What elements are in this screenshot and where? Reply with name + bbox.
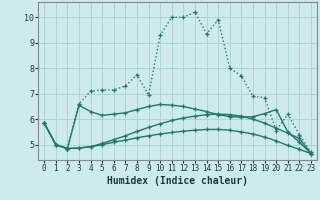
X-axis label: Humidex (Indice chaleur): Humidex (Indice chaleur) [107,176,248,186]
